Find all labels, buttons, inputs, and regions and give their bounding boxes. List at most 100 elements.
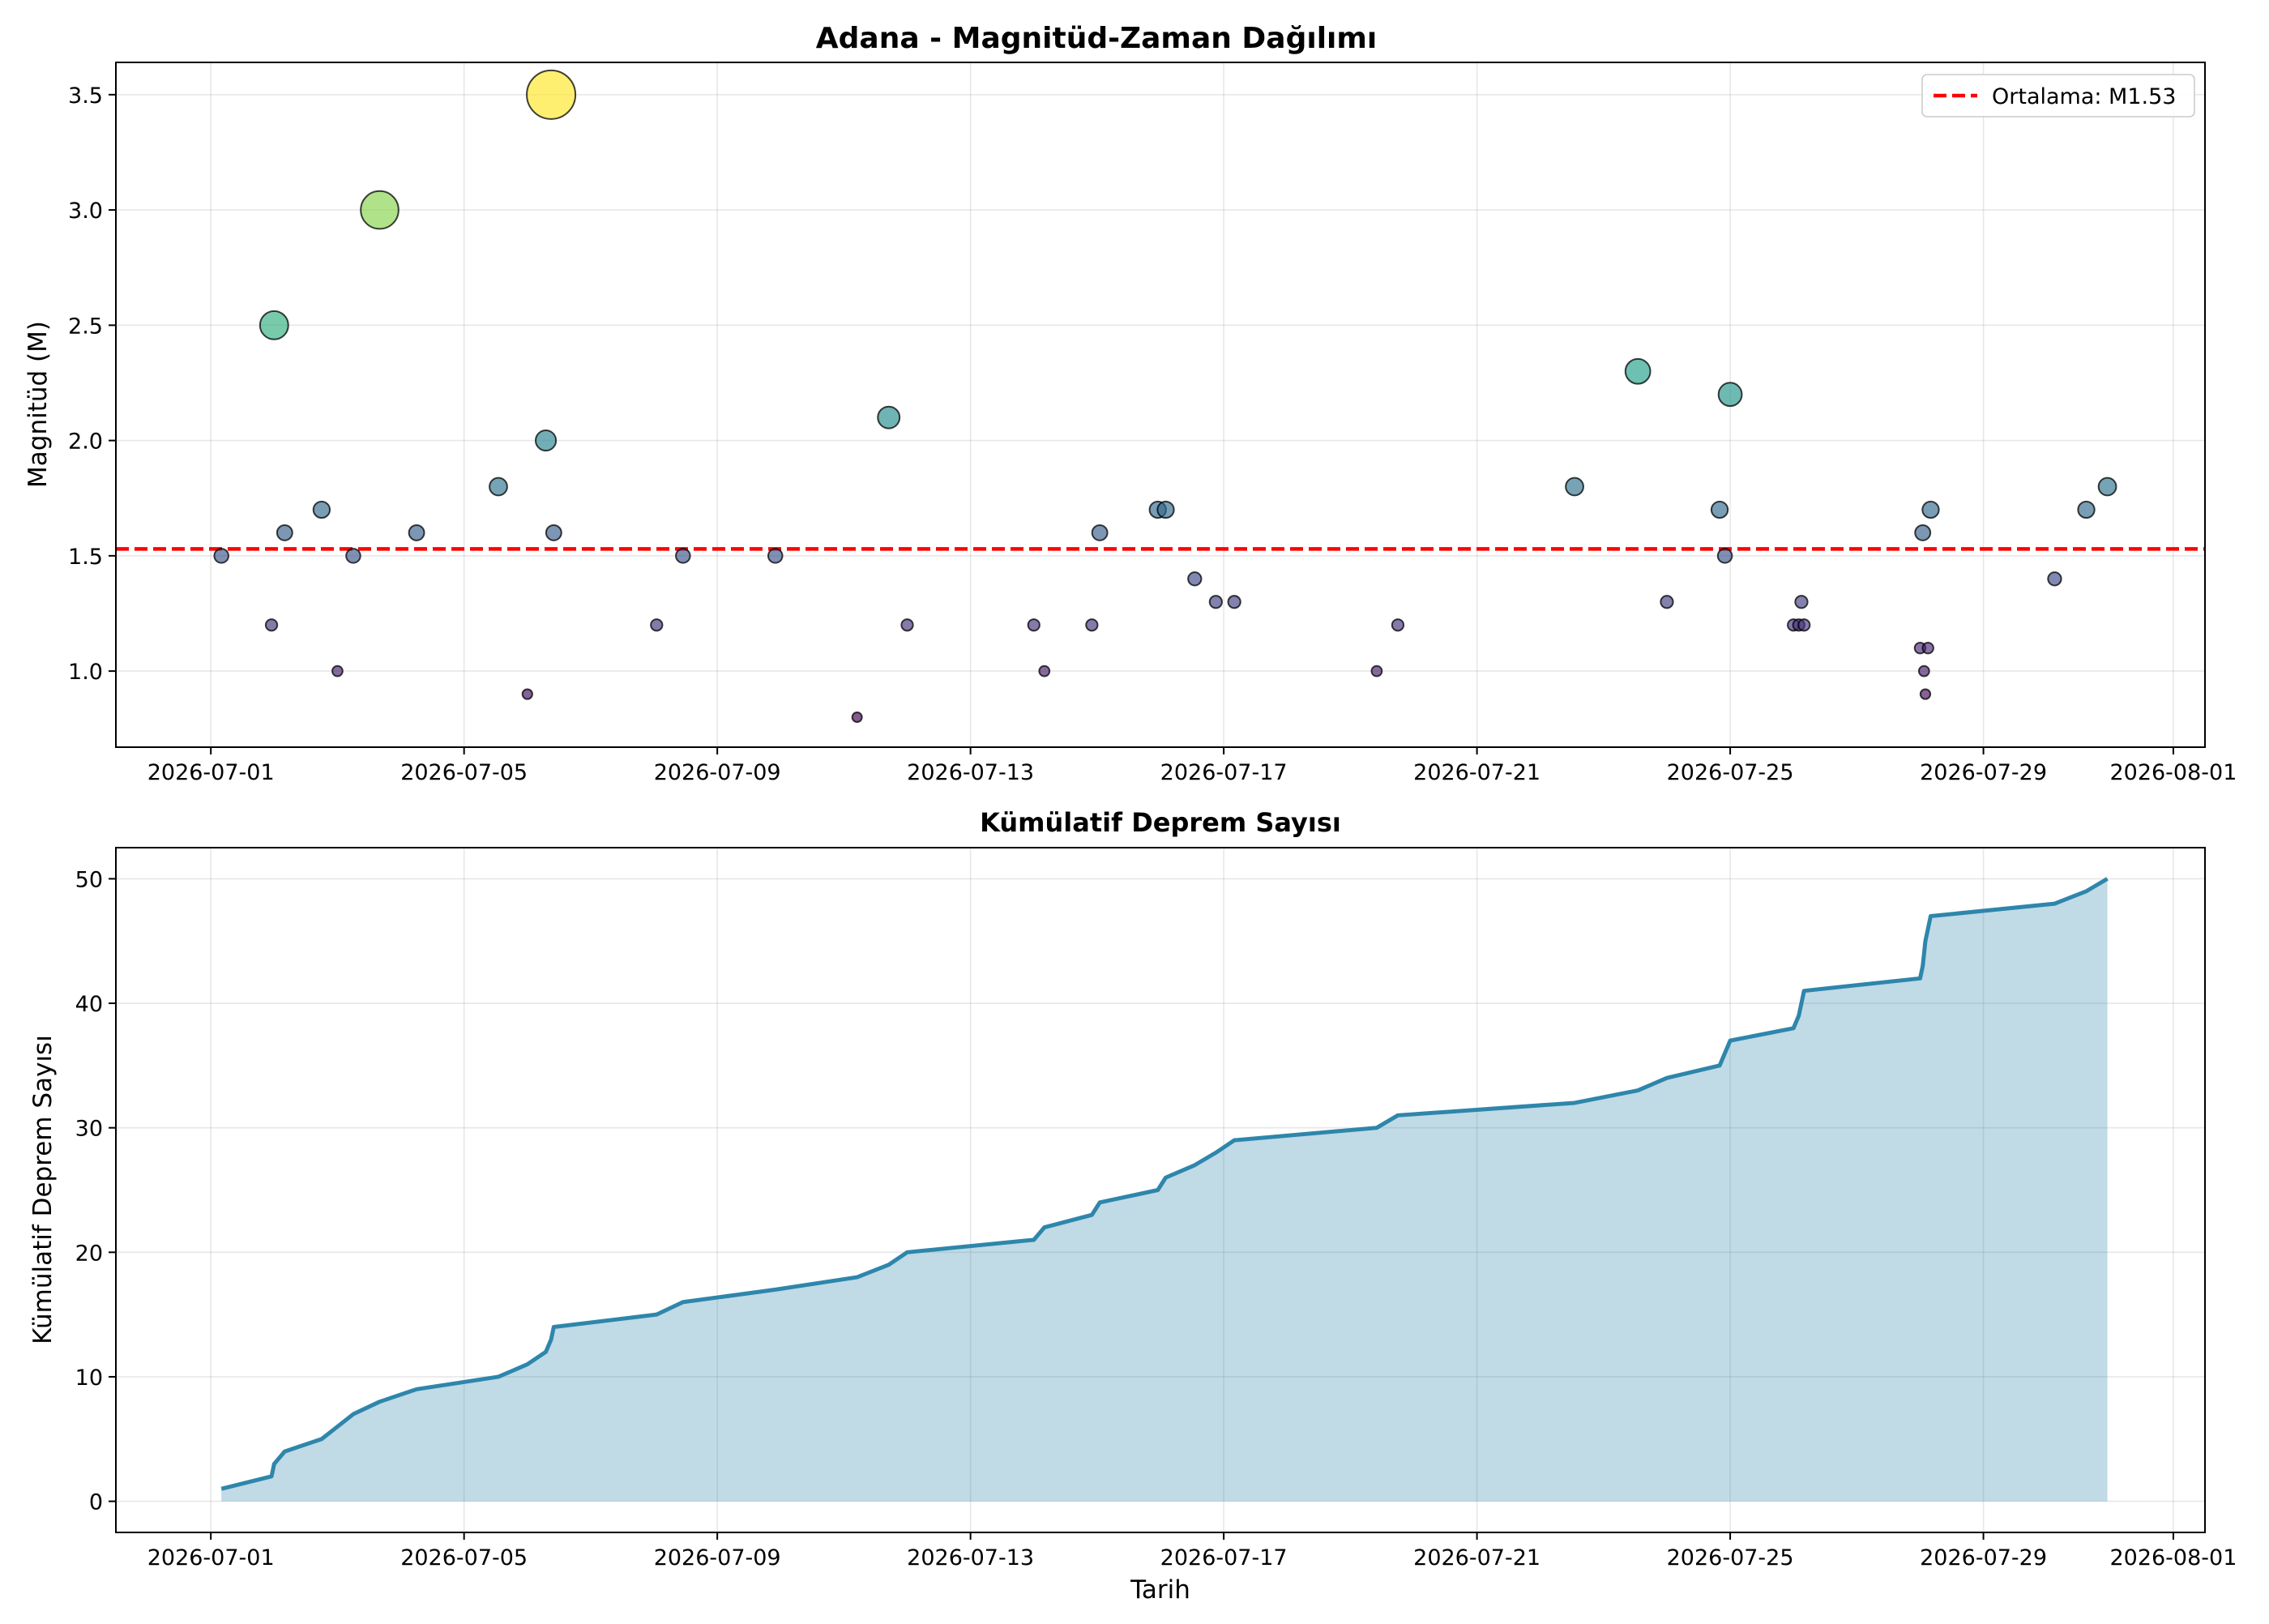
- scatter-point: [1797, 618, 1811, 632]
- scatter-point: [1208, 595, 1223, 609]
- scatter-point: [408, 524, 425, 541]
- scatter-point: [259, 310, 289, 340]
- x-tick-label: 2026-07-05: [400, 760, 528, 785]
- x-tick: 2026-07-09: [654, 1532, 781, 1571]
- y-tick: 1.5: [68, 545, 116, 570]
- x-tick-label: 2026-07-05: [400, 1545, 528, 1571]
- x-tick: 2026-07-25: [1667, 1532, 1794, 1571]
- scatter-point: [1921, 500, 1940, 519]
- scatter-grid: [116, 62, 2205, 747]
- scatter-point: [675, 548, 691, 564]
- scatter-point: [1091, 524, 1109, 541]
- cumulative-title: Kümülatif Deprem Sayısı: [980, 807, 1341, 838]
- scatter-point: [264, 618, 279, 632]
- x-tick: 2026-07-13: [907, 1532, 1034, 1571]
- scatter-point: [1917, 665, 1930, 677]
- cumulative-x-ticks: 2026-07-01 2026-07-05 2026-07-09 2026-07-13…: [147, 1532, 2237, 1571]
- scatter-point: [1921, 641, 1934, 655]
- legend-box: [1921, 74, 2195, 118]
- x-tick: 2026-07-01: [147, 1532, 275, 1571]
- cumulative-area: [221, 878, 2108, 1502]
- scatter-point: [2077, 500, 2096, 519]
- scatter-point: [1565, 477, 1584, 497]
- y-tick: 2.0: [68, 430, 116, 455]
- x-tick-label: 2026-07-29: [1920, 1545, 2047, 1571]
- x-tick: 2026-08-01: [2109, 1532, 2237, 1571]
- scatter-point: [1624, 357, 1652, 385]
- y-tick-label: 2.0: [68, 430, 103, 455]
- x-tick-label: 2026-07-13: [907, 760, 1034, 785]
- x-tick: 2026-07-05: [400, 1532, 528, 1571]
- scatter-point: [1085, 618, 1099, 632]
- y-tick-label: 2.5: [68, 314, 103, 339]
- scatter-point: [1370, 665, 1383, 677]
- scatter-x-ticks: 2026-07-01 2026-07-05 2026-07-09 2026-07-13…: [147, 747, 2237, 785]
- x-tick: 2026-07-17: [1160, 1532, 1288, 1571]
- scatter-panel: Adana - Magnitüd-Zaman Dağılımı 2026-07-…: [24, 22, 2237, 785]
- y-tick-label: 30: [75, 1117, 103, 1142]
- scatter-point: [650, 618, 664, 632]
- scatter-point: [1227, 595, 1241, 609]
- scatter-y-ticks: 1.0 1.5 2.0 2.5 3.0 3.5: [68, 83, 116, 685]
- scatter-point: [345, 548, 361, 564]
- cumulative-y-ticks: 0 10 20 30 40 50: [75, 867, 116, 1515]
- x-tick: 2026-07-29: [1920, 1532, 2047, 1571]
- x-tick: 2026-07-01: [147, 747, 275, 785]
- cumulative-grid: [116, 848, 2205, 1532]
- scatter-axes-frame: [115, 62, 2206, 748]
- x-tick: 2026-08-01: [2109, 747, 2237, 785]
- x-tick-label: 2026-07-01: [147, 760, 275, 785]
- y-tick-label: 50: [75, 867, 103, 892]
- scatter-point: [877, 405, 901, 430]
- y-tick-label: 1.0: [68, 660, 103, 685]
- y-tick: 30: [75, 1117, 116, 1142]
- scatter-title: Adana - Magnitüd-Zaman Dağılımı: [816, 22, 1377, 55]
- scatter-point: [1716, 548, 1733, 564]
- scatter-point: [900, 618, 914, 632]
- y-tick-label: 10: [75, 1365, 103, 1391]
- scatter-point: [360, 190, 400, 230]
- scatter-point: [1391, 618, 1405, 632]
- cumulative-series: [220, 877, 2109, 1502]
- scatter-point: [312, 500, 331, 519]
- x-tick: 2026-07-05: [400, 747, 528, 785]
- x-tick-label: 2026-07-09: [654, 1545, 781, 1571]
- x-tick: 2026-07-17: [1160, 747, 1288, 785]
- scatter-point: [535, 430, 558, 452]
- scatter-point: [2047, 571, 2062, 587]
- x-tick-label: 2026-07-21: [1413, 1545, 1540, 1571]
- y-tick: 10: [75, 1365, 116, 1391]
- scatter-point: [1717, 382, 1743, 408]
- x-tick-label: 2026-08-01: [2109, 760, 2237, 785]
- x-tick: 2026-07-21: [1413, 747, 1540, 785]
- cumulative-panel: Kümülatif Deprem Sayısı 2026-07-01 2026-0…: [28, 807, 2237, 1605]
- scatter-point: [1919, 688, 1932, 700]
- scatter-point: [1187, 571, 1203, 587]
- y-tick: 1.0: [68, 660, 116, 685]
- scatter-point: [331, 665, 344, 677]
- y-tick: 50: [75, 867, 116, 892]
- cumulative-x-axis-label: Tarih: [1130, 1575, 1190, 1605]
- legend: Ortalama: M1.53: [1921, 74, 2195, 118]
- x-tick-label: 2026-07-13: [907, 1545, 1034, 1571]
- scatter-point: [545, 524, 562, 541]
- x-tick: 2026-07-21: [1413, 1532, 1540, 1571]
- scatter-point: [767, 548, 784, 564]
- x-tick-label: 2026-07-17: [1160, 760, 1288, 785]
- legend-mean-label: Ortalama: M1.53: [1992, 84, 2176, 109]
- x-tick-label: 2026-07-25: [1667, 760, 1794, 785]
- scatter-point: [521, 688, 533, 700]
- x-tick-label: 2026-07-17: [1160, 1545, 1288, 1571]
- x-tick-label: 2026-07-21: [1413, 760, 1540, 785]
- x-tick: 2026-07-09: [654, 747, 781, 785]
- y-tick: 20: [75, 1241, 116, 1266]
- y-tick: 3.5: [68, 83, 116, 109]
- scatter-point: [1794, 595, 1809, 609]
- scatter-y-axis-label: Magnitüd (M): [24, 321, 53, 488]
- cumulative-line: [220, 877, 2109, 1491]
- scatter-point: [1660, 595, 1674, 609]
- x-tick-label: 2026-07-25: [1667, 1545, 1794, 1571]
- y-tick-label: 1.5: [68, 545, 103, 570]
